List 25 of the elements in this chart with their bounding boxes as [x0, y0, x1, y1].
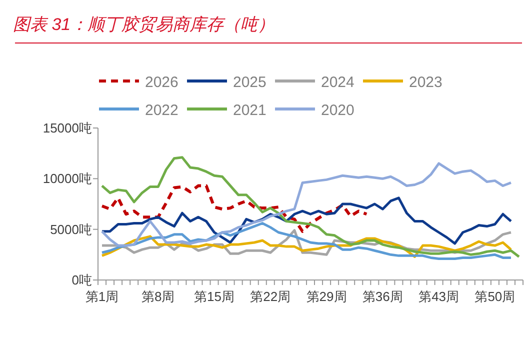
x-tick-label: 第29周	[306, 289, 347, 304]
x-tick-label: 第36周	[362, 289, 403, 304]
legend-label: 2021	[233, 102, 266, 119]
legend-label: 2024	[321, 74, 354, 91]
line-series	[100, 196, 512, 245]
x-tick-label: 第43周	[418, 289, 460, 304]
chart-title: 图表 31：顺丁胶贸易商库存（吨）	[13, 15, 275, 34]
line-series	[100, 156, 520, 258]
x-tick-label: 第22周	[250, 289, 291, 304]
y-tick-label: 10000吨	[42, 171, 92, 186]
y-tick-label: 0吨	[72, 272, 92, 288]
legend-label: 2020	[321, 102, 354, 119]
line-series	[100, 184, 368, 233]
x-tick-label: 第50周	[474, 289, 516, 304]
y-tick-label: 5000吨	[50, 222, 92, 237]
line-series	[100, 222, 512, 260]
legend-label: 2026	[145, 74, 178, 91]
x-tick-label: 第8周	[142, 289, 175, 304]
legend-label: 2023	[409, 74, 442, 91]
line-series	[100, 162, 512, 247]
x-tick-label: 第1周	[85, 289, 119, 304]
legend-label: 2022	[145, 102, 178, 119]
y-tick-label: 15000吨	[42, 120, 92, 136]
legend-label: 2025	[233, 74, 266, 91]
x-tick-label: 第15周	[194, 289, 235, 304]
